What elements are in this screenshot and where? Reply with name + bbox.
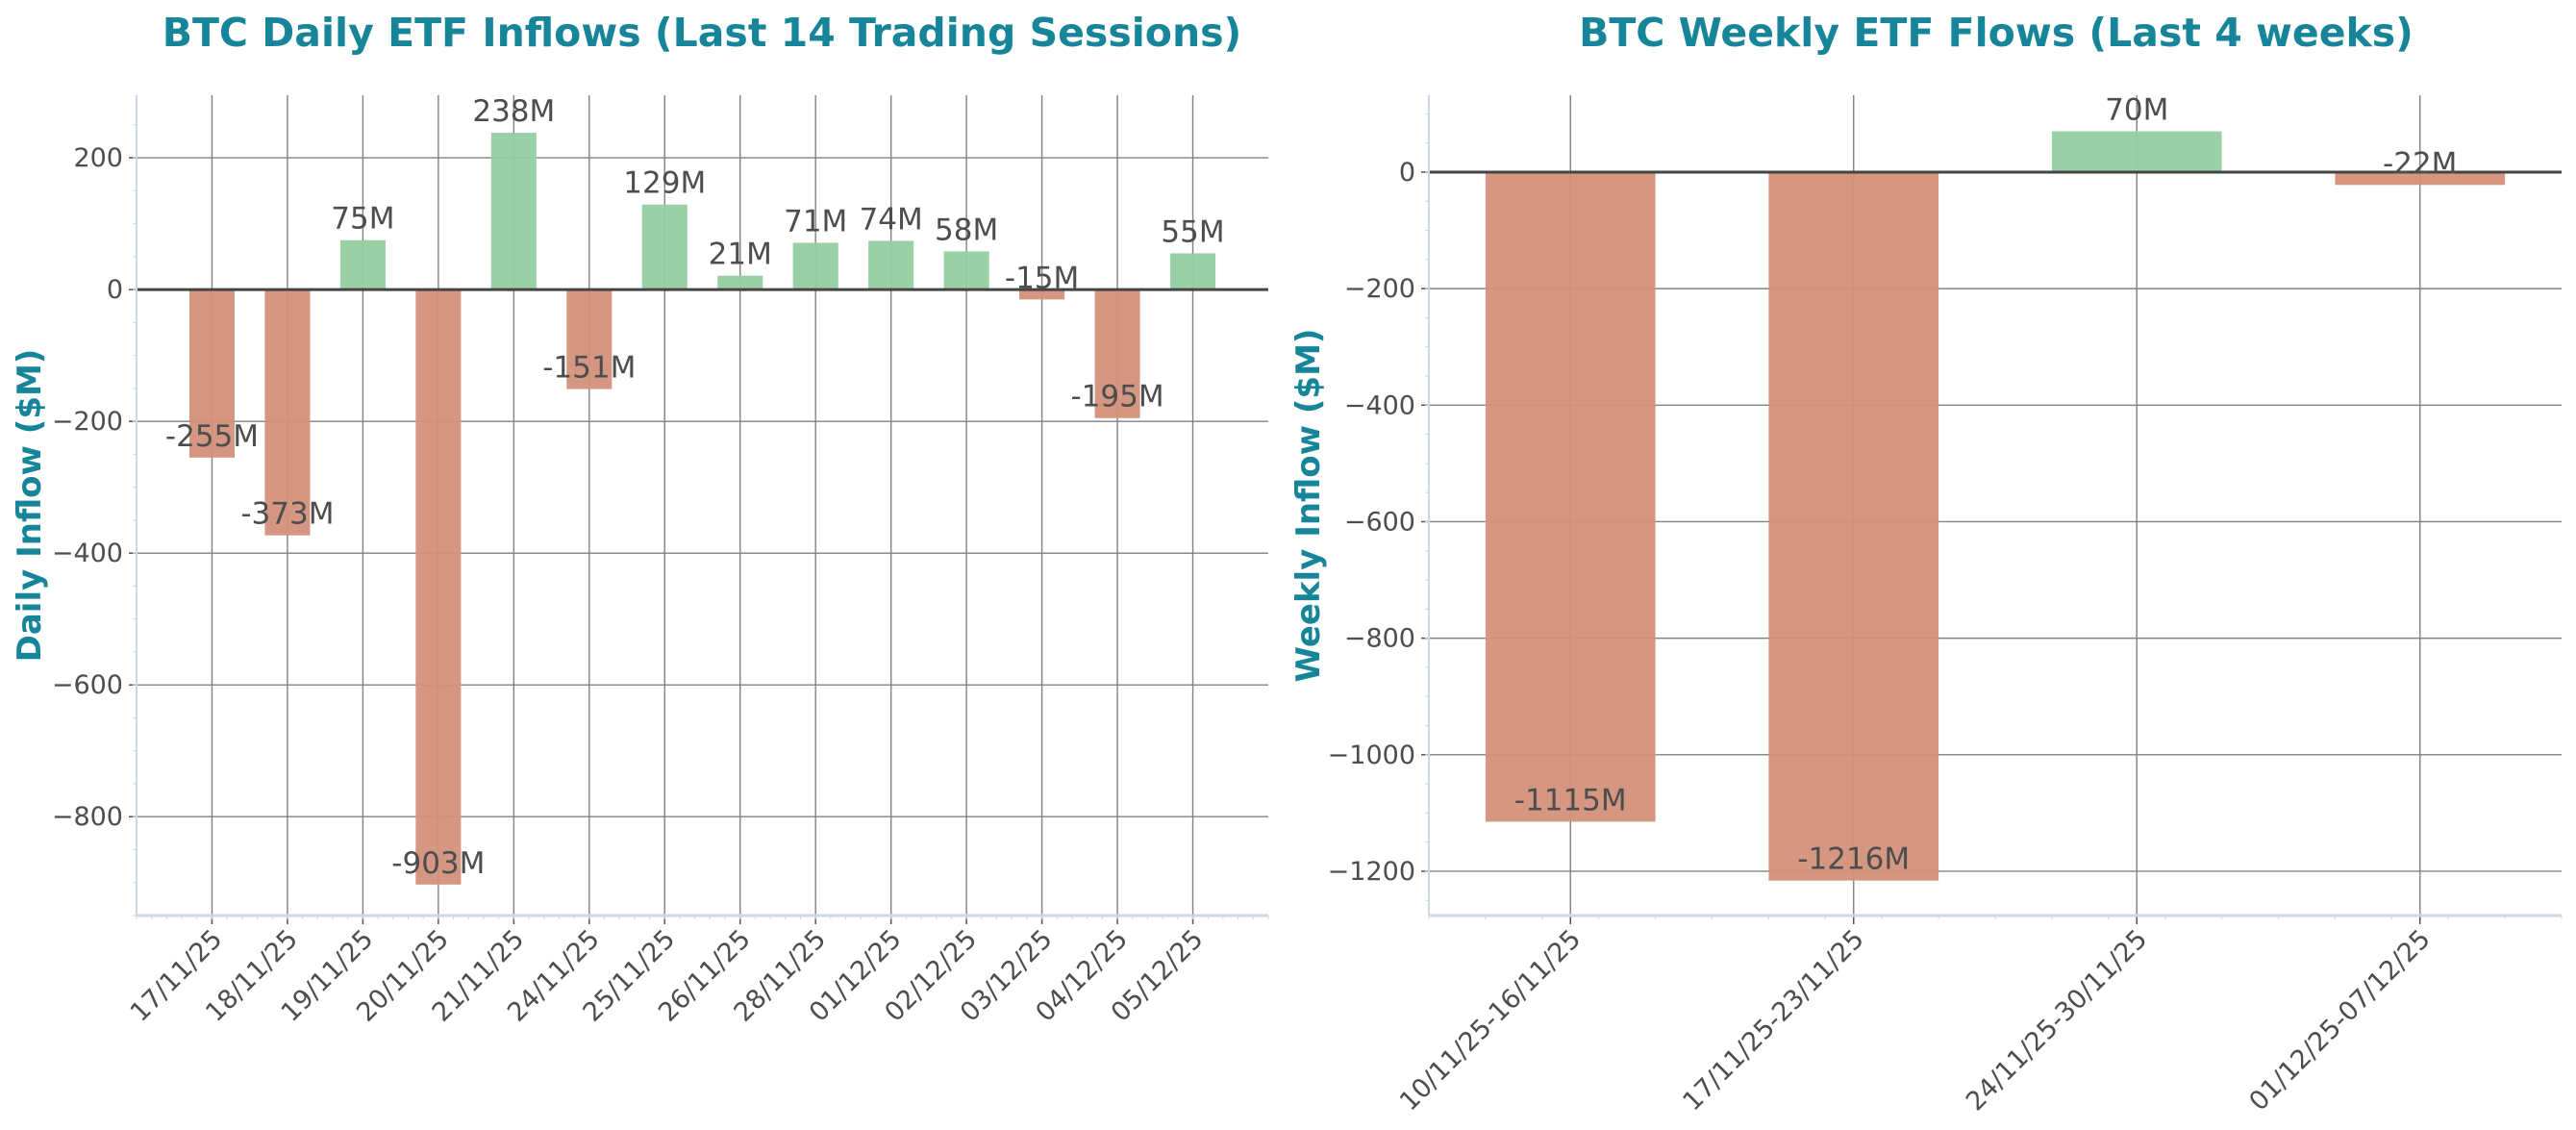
bar-positive [868,240,914,290]
y-tick-label: 0 [1399,158,1415,188]
data-label: -903M [391,846,485,881]
data-label: 70M [2105,93,2168,128]
bar-positive [792,242,838,290]
y-tick-label: 0 [107,275,123,305]
bar-negative [188,289,236,458]
data-label: 129M [623,166,706,201]
y-tick-label: −1200 [1328,857,1415,887]
weekly-flows-chart: BTC Weekly ETF Flows (Last 4 weeks) Weekl… [1289,10,2563,1117]
bar-negative [1768,171,1939,881]
y-tick-label: −1000 [1328,741,1415,770]
y-tick-label: −200 [52,407,123,437]
bar-negative [1485,171,1656,822]
x-tick-label: 24/11/25-30/11/25 [1961,924,2153,1117]
y-tick-label: −600 [52,670,123,700]
daily-inflows-chart: BTC Daily ETF Inflows (Last 14 Trading S… [11,10,1269,1028]
bar-negative [264,289,311,536]
y-axis-label: Weekly Inflow ($M) [1289,329,1328,683]
bar-positive [717,275,763,290]
data-label: 74M [860,202,923,237]
data-label: 58M [935,213,998,247]
data-label: 75M [331,202,394,237]
y-tick-label: −800 [52,802,123,832]
data-label: 71M [784,204,847,239]
bar-negative [566,289,613,389]
data-label: -15M [1005,261,1079,295]
data-label: -151M [542,351,636,386]
data-label: 238M [472,94,555,129]
bar-negative [1094,289,1140,418]
bar-positive [641,204,688,290]
data-label: -1115M [1514,783,1627,817]
bar-positive [490,133,537,290]
chart-title: BTC Weekly ETF Flows (Last 4 weeks) [1579,10,2413,56]
bar-negative [2335,171,2506,186]
bar-positive [2051,131,2222,172]
data-label: -373M [240,497,334,532]
y-tick-label: 200 [73,143,123,173]
bar-positive [339,239,386,290]
y-axis-label: Daily Inflow ($M) [11,349,49,663]
bar-positive [1169,253,1216,290]
y-tick-label: −800 [1344,624,1415,654]
data-label: -22M [2383,146,2457,181]
data-label: -1216M [1797,842,1910,877]
x-tick-label: 01/12/25-07/12/25 [2243,924,2436,1117]
bar-negative [415,289,462,885]
bar-positive [943,251,989,290]
y-tick-label: −200 [1344,274,1415,304]
chart-title: BTC Daily ETF Inflows (Last 14 Trading S… [163,10,1242,56]
y-tick-label: −600 [1344,507,1415,537]
data-label: 55M [1161,214,1224,249]
y-tick-label: −400 [52,539,123,568]
x-tick-label: 17/11/25-23/11/25 [1677,924,1869,1117]
y-tick-label: −400 [1344,390,1415,420]
data-label: 21M [709,238,772,272]
data-label: -255M [165,419,259,454]
x-tick-label: 10/11/25-16/11/25 [1394,924,1587,1117]
bar-negative [1019,289,1065,300]
data-label: -195M [1071,380,1164,414]
